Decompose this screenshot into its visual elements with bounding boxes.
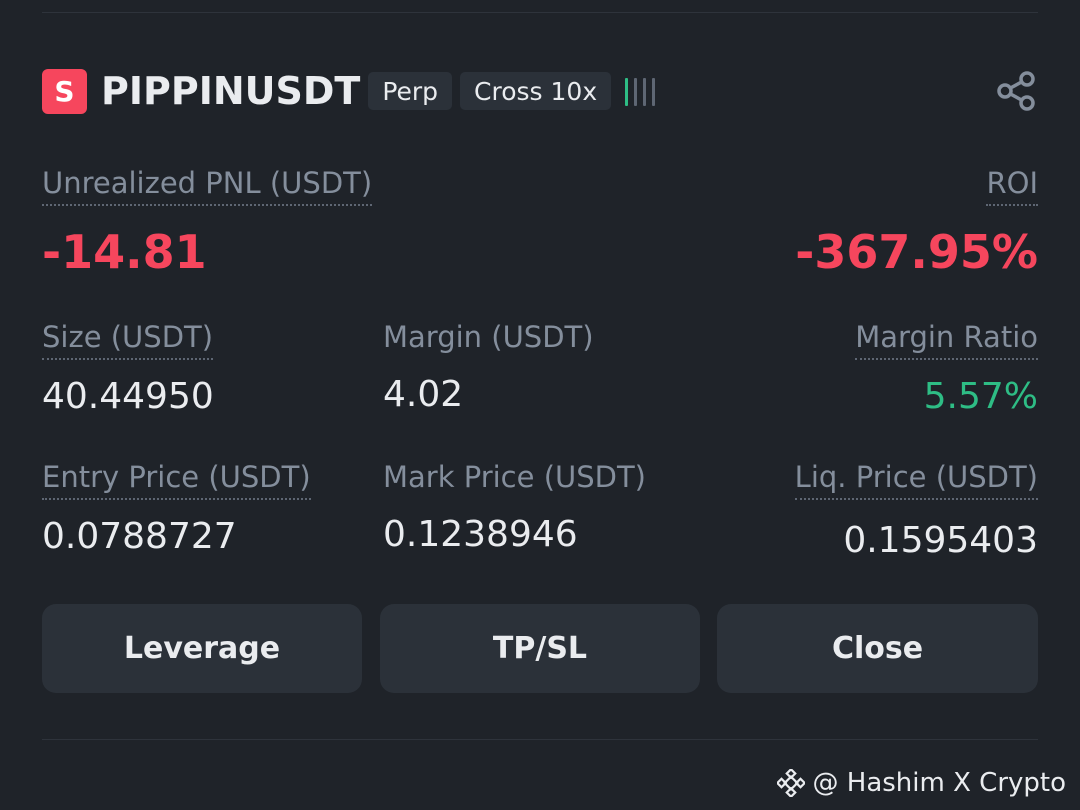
position-header: S PIPPINUSDT Perp Cross 10x xyxy=(42,68,1038,114)
risk-level-indicator xyxy=(625,76,656,106)
margin-value: 4.02 xyxy=(383,374,464,415)
top-divider xyxy=(42,12,1038,13)
mark-price-label: Mark Price (USDT) xyxy=(383,460,646,494)
entry-price-value: 0.0788727 xyxy=(42,516,237,557)
close-button[interactable]: Close xyxy=(717,604,1038,693)
size-value: 40.44950 xyxy=(42,376,214,417)
roi-label[interactable]: ROI xyxy=(986,166,1038,206)
side-badge: S xyxy=(42,68,87,114)
bottom-divider xyxy=(42,739,1038,740)
risk-bar xyxy=(634,78,638,106)
share-icon xyxy=(997,71,1035,111)
share-button[interactable] xyxy=(996,70,1038,112)
symbol-title[interactable]: PIPPINUSDT xyxy=(101,69,361,113)
roi-value: -367.95% xyxy=(795,225,1038,279)
liq-price-value: 0.1595403 xyxy=(843,520,1038,561)
watermark-text: @ Hashim X Crypto xyxy=(812,768,1067,798)
unrealized-pnl-value: -14.81 xyxy=(42,225,207,279)
watermark: @ Hashim X Crypto xyxy=(776,768,1067,798)
leverage-button[interactable]: Leverage xyxy=(42,604,362,693)
mark-price-value: 0.1238946 xyxy=(383,514,578,555)
margin-ratio-value: 5.57% xyxy=(923,376,1038,417)
risk-bar xyxy=(625,78,629,106)
entry-price-label[interactable]: Entry Price (USDT) xyxy=(42,460,311,500)
margin-mode-tag[interactable]: Cross 10x xyxy=(460,72,612,110)
binance-logo-icon xyxy=(776,769,805,797)
unrealized-pnl-label[interactable]: Unrealized PNL (USDT) xyxy=(42,166,373,206)
risk-bar xyxy=(643,78,647,106)
contract-type-tag: Perp xyxy=(368,72,453,110)
size-label[interactable]: Size (USDT) xyxy=(42,320,214,360)
risk-bar xyxy=(652,78,656,106)
liq-price-label[interactable]: Liq. Price (USDT) xyxy=(794,460,1038,500)
margin-ratio-label[interactable]: Margin Ratio xyxy=(855,320,1038,360)
margin-label: Margin (USDT) xyxy=(383,320,594,354)
tpsl-button[interactable]: TP/SL xyxy=(380,604,700,693)
